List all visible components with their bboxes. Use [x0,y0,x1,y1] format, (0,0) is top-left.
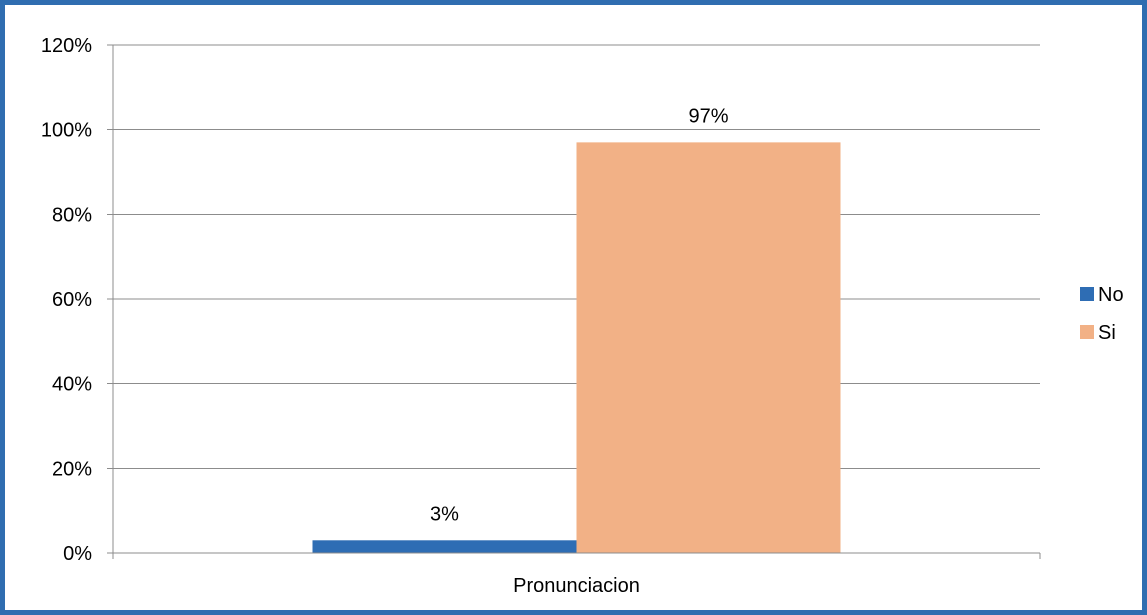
y-tick-label: 60% [52,289,92,311]
y-tick-label: 100% [41,120,92,142]
legend-label: No [1098,284,1124,306]
bar-no [312,540,577,553]
data-label: 97% [688,105,728,127]
data-labels: 3% 97% [430,105,729,525]
legend-swatch-si [1080,325,1094,339]
axes [112,45,1041,559]
legend-swatch-no [1080,287,1094,301]
bars [312,142,841,553]
bar-si [576,142,841,553]
y-axis-tick-labels: 0% 20% 40% 60% 80% 100% 120% [41,35,92,565]
legend-label: Si [1098,322,1116,344]
data-label: 3% [430,503,459,525]
y-tick-label: 120% [41,35,92,57]
bar-chart: 0% 20% 40% 60% 80% 100% 120% 3% 97% Pronunciaci… [41,35,1124,597]
legend: No Si [1080,284,1124,344]
y-tick-label: 40% [52,374,92,396]
y-tick-label: 80% [52,204,92,226]
gridlines [107,44,1040,554]
y-tick-label: 20% [52,458,92,480]
y-tick-label: 0% [63,543,92,565]
x-category-label: Pronunciacion [513,575,640,597]
x-axis-category-labels: Pronunciacion [513,575,640,597]
